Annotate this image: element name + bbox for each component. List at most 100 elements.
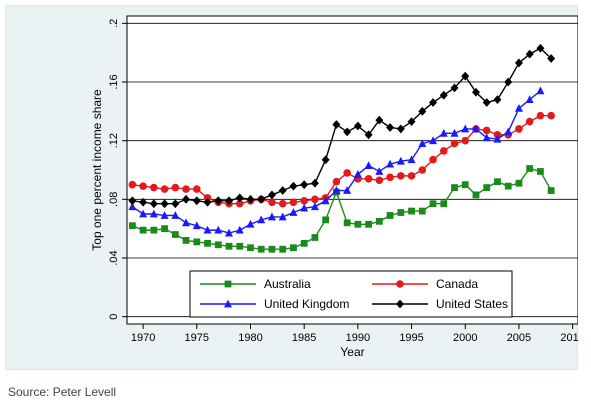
data-point (278, 212, 287, 221)
legend: Australia Canada United Kingdom United Stat… (189, 270, 513, 318)
data-point (214, 196, 223, 206)
series-line (132, 47, 552, 205)
data-point (364, 175, 373, 183)
data-point (247, 244, 254, 252)
data-point (278, 199, 287, 208)
data-point (332, 120, 341, 129)
data-point (386, 212, 394, 219)
data-point (439, 90, 448, 100)
data-point (472, 191, 480, 199)
data-point (353, 170, 362, 178)
data-point (396, 156, 405, 165)
data-point (514, 58, 523, 68)
y-tick-label: .08 (108, 192, 120, 207)
data-point (149, 209, 158, 218)
x-tick-label: 2005 (507, 332, 531, 344)
data-point (332, 186, 341, 194)
data-point (268, 198, 276, 207)
data-point (494, 178, 501, 186)
series-united-kingdom (128, 86, 545, 237)
data-point (537, 168, 544, 175)
data-point (461, 71, 470, 81)
data-point (193, 238, 201, 246)
data-point (150, 183, 158, 192)
data-point (471, 87, 480, 97)
data-point (396, 280, 404, 288)
data-point (300, 180, 309, 190)
data-point (149, 199, 158, 209)
data-point (482, 126, 491, 135)
data-point (332, 177, 341, 186)
data-point (160, 185, 169, 193)
data-point (364, 130, 373, 140)
x-tick-label: 1980 (238, 332, 262, 344)
data-point (267, 190, 276, 200)
data-point (171, 183, 180, 192)
data-point (429, 155, 437, 164)
data-point (203, 225, 212, 234)
data-point (300, 239, 308, 247)
data-point (504, 127, 513, 136)
data-point (139, 209, 148, 218)
data-point (289, 208, 298, 216)
data-point (483, 184, 491, 191)
data-point (407, 117, 416, 126)
data-point (429, 200, 437, 208)
legend-box (189, 270, 513, 318)
data-point (192, 196, 201, 206)
data-point (171, 199, 180, 209)
data-point (171, 211, 180, 219)
data-point (353, 121, 362, 131)
legend-label: United Kingdom (264, 297, 349, 311)
data-point (311, 234, 319, 241)
series-australia (128, 165, 555, 253)
data-point (289, 181, 298, 191)
data-point (418, 166, 427, 174)
data-point (375, 176, 384, 185)
data-point (300, 197, 308, 205)
data-point (386, 159, 395, 168)
data-point (139, 197, 148, 207)
data-point (386, 123, 395, 132)
data-point (128, 222, 136, 230)
data-point (515, 125, 523, 133)
data-point (311, 195, 319, 204)
data-point (225, 242, 233, 250)
data-point (246, 219, 255, 228)
data-point (214, 241, 222, 249)
data-point (257, 215, 266, 224)
legend-label: Australia (264, 277, 311, 291)
data-point (547, 111, 555, 120)
x-tick-label: 2000 (453, 332, 477, 344)
data-point (439, 128, 448, 137)
data-point (321, 155, 330, 165)
data-point (461, 181, 469, 189)
data-point (364, 161, 373, 169)
data-point (139, 226, 147, 234)
legend-item: United States (372, 297, 508, 311)
x-axis-label: Year (340, 345, 364, 359)
data-point (182, 218, 191, 227)
data-point (278, 186, 287, 195)
data-point (235, 193, 244, 203)
data-point (526, 165, 534, 172)
data-point (525, 49, 534, 59)
data-point (224, 299, 232, 308)
data-point (182, 237, 190, 244)
data-point (321, 196, 330, 205)
data-point (418, 207, 426, 215)
data-point (504, 77, 513, 87)
data-point (268, 245, 276, 253)
data-point (128, 180, 137, 189)
y-tick-label: 0 (108, 314, 120, 320)
data-point (257, 245, 265, 253)
data-point (224, 280, 232, 288)
data-point (365, 220, 373, 228)
series-line (132, 115, 552, 205)
data-point (536, 86, 545, 95)
data-point (397, 209, 405, 216)
data-point (450, 128, 459, 137)
data-point (192, 185, 201, 193)
data-point (461, 124, 470, 133)
legend-label: Canada (436, 277, 478, 291)
